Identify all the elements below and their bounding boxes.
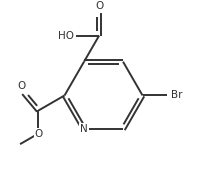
Text: N: N <box>80 124 88 134</box>
Text: HO: HO <box>58 31 74 41</box>
Text: Br: Br <box>171 90 182 100</box>
Text: O: O <box>34 128 43 139</box>
Text: O: O <box>95 1 103 11</box>
Text: O: O <box>18 81 26 91</box>
